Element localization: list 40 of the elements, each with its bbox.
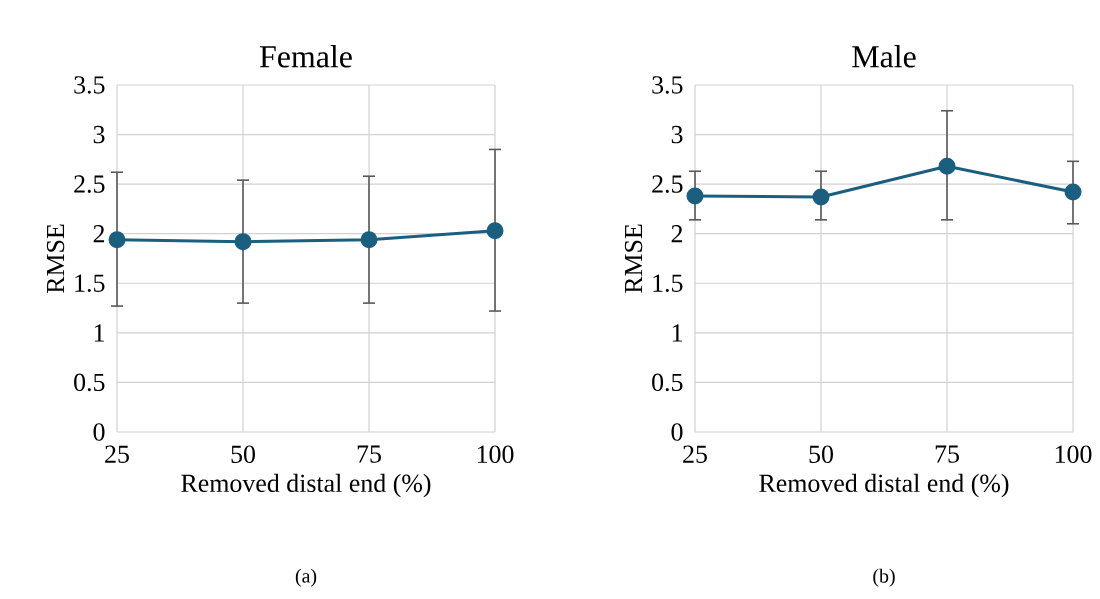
y-tick-label: 0 — [671, 423, 683, 441]
point — [234, 233, 252, 251]
x-tick-label: 25 — [683, 445, 707, 463]
chart-title: Female — [260, 45, 352, 68]
x-tick-label: 100 — [477, 445, 514, 463]
x-axis-title: Removed distal end (%) — [759, 473, 1009, 498]
y-axis-title: RMSE — [624, 224, 643, 294]
text: (a) — [295, 568, 317, 587]
y-tick-label: 3.5 — [652, 76, 683, 94]
y-tick-label: 3 — [93, 125, 105, 144]
y-tick-label: 3 — [671, 125, 683, 144]
point — [360, 231, 378, 249]
y-tick-label: 2 — [671, 225, 683, 243]
x-tick-label: 50 — [809, 445, 833, 463]
x-tick-label: 25 — [105, 445, 129, 463]
y-tick-label: 0.5 — [74, 373, 105, 392]
y-tick-label: 1.5 — [75, 274, 105, 292]
point — [486, 222, 504, 240]
point — [812, 188, 830, 206]
y-tick-label: 0.5 — [652, 373, 683, 392]
y-tick-label: 2 — [93, 225, 105, 243]
point — [938, 157, 956, 175]
y-axis-title: RMSE — [46, 224, 65, 294]
y-tick-label: 0 — [93, 423, 105, 441]
y-tick-label: 1.5 — [653, 274, 683, 292]
y-tick-label: 2.5 — [652, 175, 683, 193]
x-tick-label: 50 — [231, 445, 255, 463]
x-tick-label: 75 — [935, 445, 959, 463]
point — [108, 231, 126, 249]
y-tick-label: 2.5 — [74, 175, 105, 193]
point — [686, 187, 704, 205]
y-tick-label: 1 — [672, 324, 682, 342]
x-tick-label: 100 — [1055, 445, 1092, 463]
point — [1064, 183, 1082, 201]
chart-title: Male — [852, 45, 916, 68]
text: (b) — [873, 568, 895, 587]
x-axis-title: Removed distal end (%) — [181, 473, 431, 498]
x-tick-label: 75 — [357, 445, 381, 463]
y-tick-label: 1 — [94, 324, 104, 342]
y-tick-label: 3.5 — [74, 76, 105, 94]
